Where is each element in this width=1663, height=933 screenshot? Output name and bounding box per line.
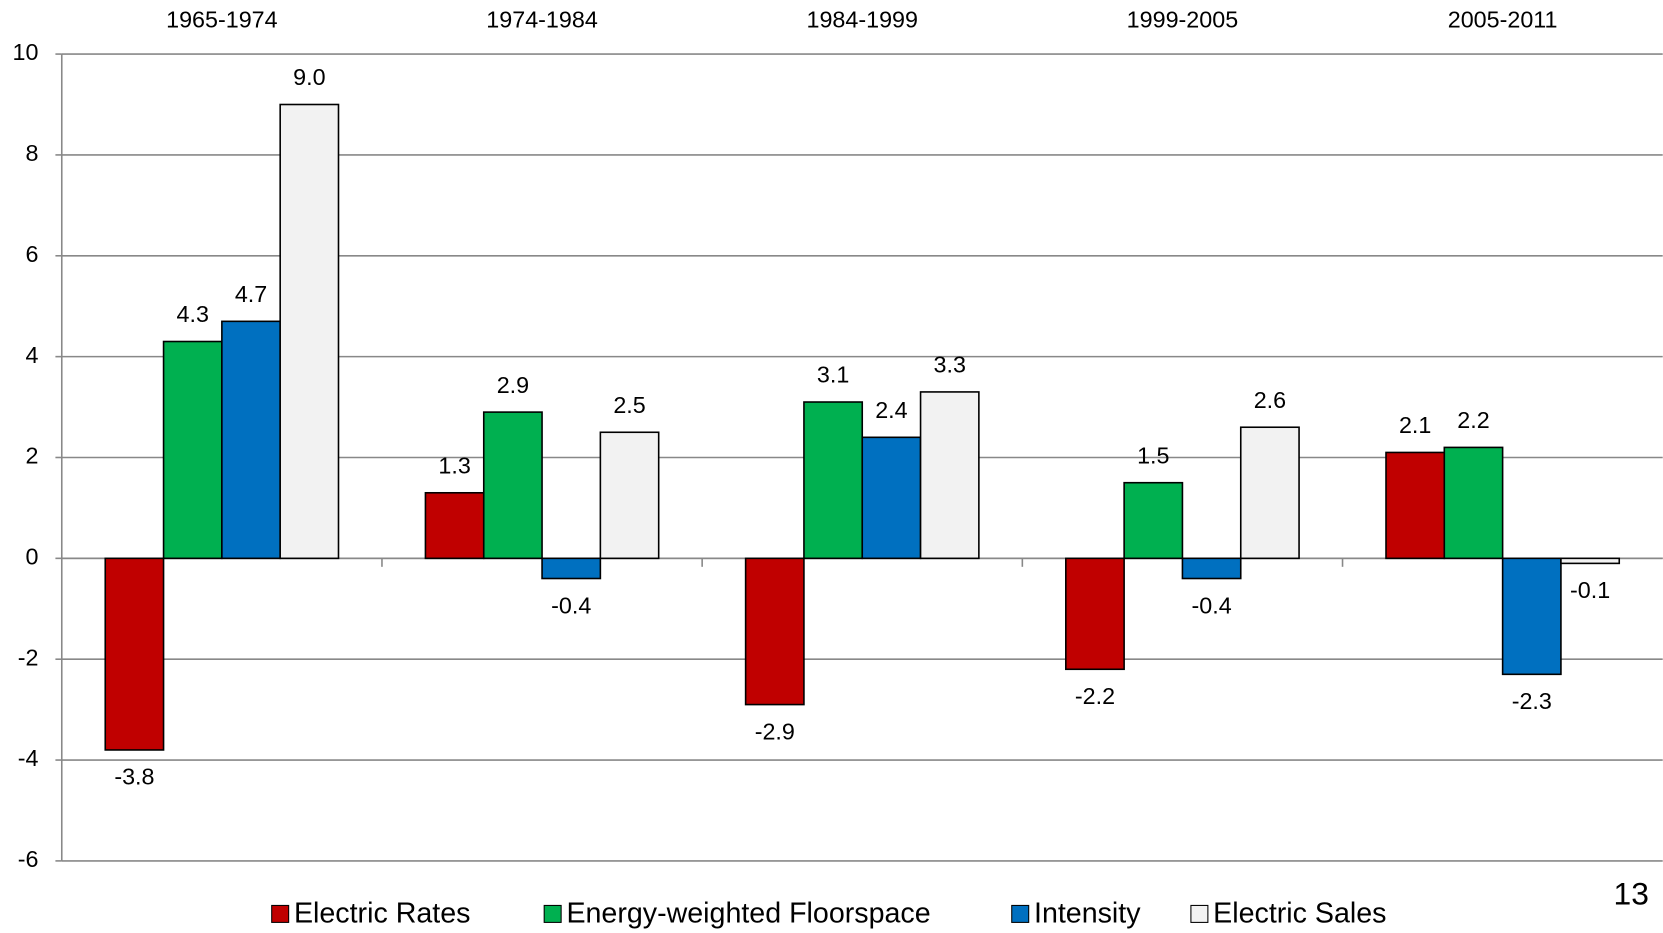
data-label: 4.3: [177, 301, 209, 327]
bar: [1065, 557, 1125, 671]
data-label: -0.4: [551, 592, 591, 618]
y-tick-label: -2: [18, 644, 39, 670]
y-tick-label: 6: [25, 241, 38, 267]
data-label: -2.3: [1512, 688, 1552, 714]
bar: [1443, 446, 1504, 560]
data-label: -0.1: [1570, 577, 1610, 603]
bar: [1239, 426, 1300, 560]
data-label: 4.7: [235, 281, 267, 307]
bar: [221, 320, 281, 560]
data-label: -3.8: [114, 764, 154, 790]
bar: [424, 491, 485, 560]
x-tick-label: 2005-2011: [1448, 6, 1558, 32]
data-label: 2.6: [1254, 387, 1286, 413]
bar: [744, 557, 805, 706]
y-tick-label: -6: [18, 846, 39, 872]
legend-swatch: [1011, 904, 1030, 923]
data-label: 1.3: [438, 452, 470, 478]
bar: [1123, 481, 1184, 560]
legend-swatch: [1190, 904, 1209, 923]
legend-swatch: [271, 904, 290, 923]
y-tick-label: 0: [25, 543, 38, 569]
data-label: -0.4: [1192, 592, 1232, 618]
legend-label: Electric Rates: [294, 898, 470, 930]
bar: [803, 401, 864, 560]
legend-swatch: [543, 904, 562, 923]
data-label: 2.2: [1457, 407, 1489, 433]
bar: [279, 103, 340, 560]
data-label: 3.1: [817, 362, 849, 388]
x-tick-label: 1974-1984: [486, 6, 598, 32]
data-label: 2.9: [497, 372, 529, 398]
legend-label: Electric Sales: [1213, 898, 1386, 930]
data-label: -2.2: [1075, 683, 1115, 709]
bar: [919, 391, 980, 560]
x-tick-label: 1984-1999: [806, 6, 918, 32]
data-label: 2.4: [875, 397, 907, 423]
y-tick-label: 8: [25, 140, 38, 166]
y-tick-label: -4: [18, 745, 39, 771]
data-label: 2.5: [613, 392, 645, 418]
bar: [541, 557, 602, 580]
y-tick-label: 2: [25, 443, 38, 469]
bar: [599, 431, 660, 560]
legend-label: Energy-weighted Floorspace: [566, 898, 930, 930]
data-label: -2.9: [755, 718, 795, 744]
bar: [482, 411, 543, 560]
data-label: 2.1: [1399, 412, 1431, 438]
data-label: 3.3: [934, 352, 966, 378]
y-tick-label: 4: [25, 342, 38, 368]
bar: [162, 340, 223, 560]
bar: [1560, 557, 1621, 565]
bar: [104, 557, 165, 751]
x-tick-label: 1965-1974: [166, 6, 278, 32]
legend-label: Intensity: [1034, 898, 1141, 930]
data-label: 9.0: [293, 64, 325, 90]
y-tick-label: 10: [13, 39, 39, 65]
page-number: 13: [1614, 875, 1649, 911]
bar: [861, 436, 922, 560]
bar: [1385, 451, 1446, 560]
data-label: 1.5: [1137, 442, 1169, 468]
x-tick-label: 1999-2005: [1127, 6, 1239, 32]
bar: [1501, 557, 1562, 676]
bar: [1181, 557, 1242, 580]
